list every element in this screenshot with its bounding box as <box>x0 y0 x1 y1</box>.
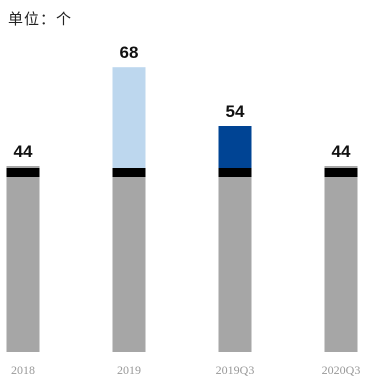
bar-band-1 <box>112 168 146 177</box>
data-label-2: 54 <box>226 102 245 121</box>
bar-base-2 <box>218 177 252 352</box>
bar-value-1 <box>112 67 146 168</box>
data-label-1: 68 <box>120 43 139 62</box>
data-label-3: 44 <box>332 142 351 161</box>
tick-label-0: 2018 <box>11 363 35 377</box>
bar-value-3 <box>324 166 358 168</box>
bar-base-3 <box>324 177 358 352</box>
bar-band-3 <box>324 168 358 177</box>
unit-label: 单位：个 <box>8 10 73 28</box>
tick-label-3: 2020Q3 <box>322 363 361 377</box>
bar-value-0 <box>6 166 40 168</box>
bar-base-0 <box>6 177 40 352</box>
tick-label-1: 2019 <box>117 363 141 377</box>
tick-label-2: 2019Q3 <box>216 363 255 377</box>
bar-value-2 <box>218 126 252 168</box>
bar-band-0 <box>6 168 40 177</box>
data-label-0: 44 <box>14 142 33 161</box>
bar-band-2 <box>218 168 252 177</box>
bar-base-1 <box>112 177 146 352</box>
